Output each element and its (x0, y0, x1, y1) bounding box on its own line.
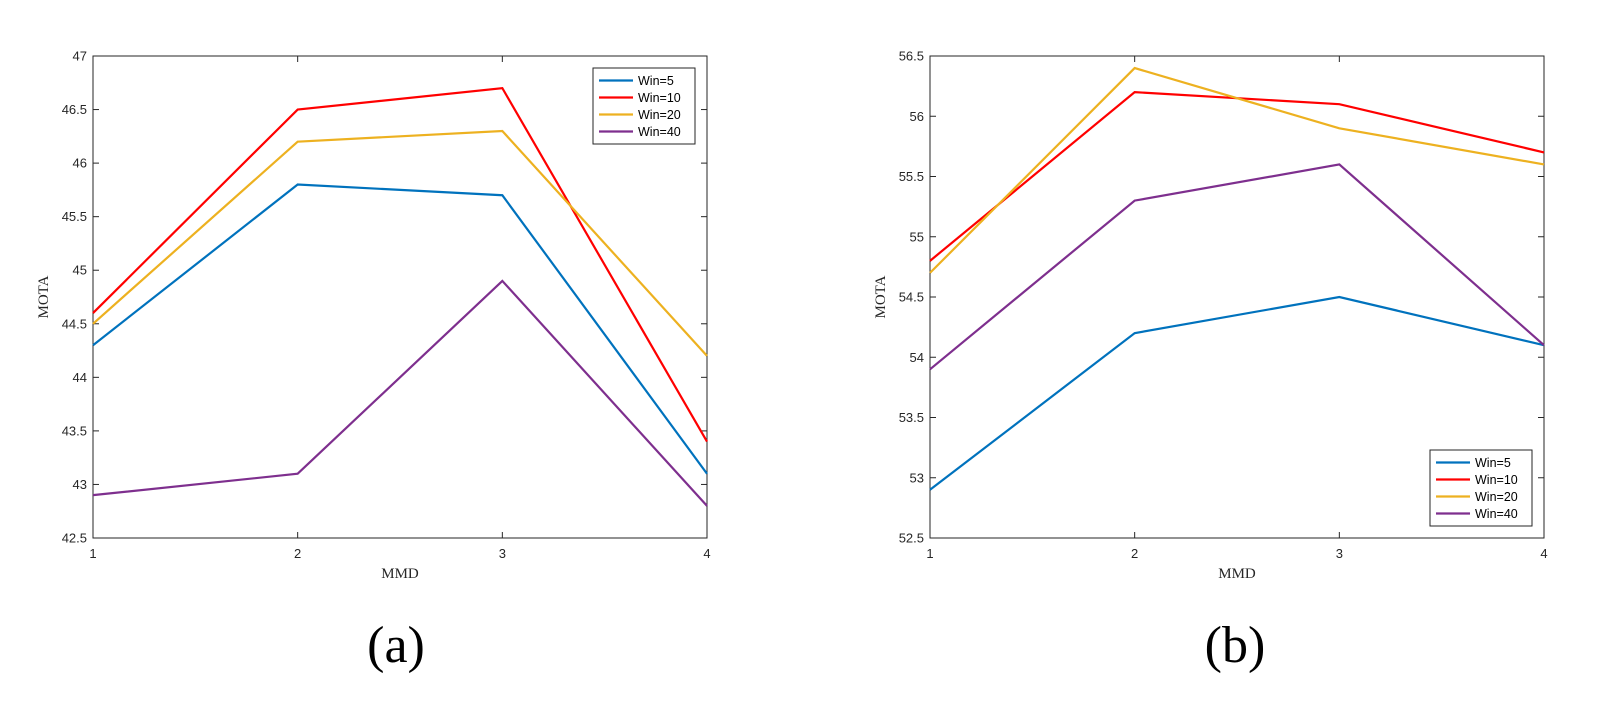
series-line-win-10 (92, 86, 708, 443)
y-tick-label: 43.5 (62, 423, 87, 438)
y-tick-label: 53 (910, 470, 924, 485)
y-tick-label: 54 (910, 350, 924, 365)
y-tick-label: 53.5 (899, 410, 924, 425)
y-tick-label: 55 (910, 229, 924, 244)
y-tick-label: 47 (73, 49, 87, 64)
x-axis-title: MMD (381, 566, 419, 582)
legend-label: Win=20 (1475, 490, 1518, 504)
x-tick-label: 2 (1131, 546, 1138, 561)
plot-frame (92, 55, 708, 539)
series-line-win-10 (929, 91, 1545, 262)
chart-a: 1 2 3 4 42.5 43 43.5 44 44.5 45 45.5 46 46.5 47 MMD MOT… (36, 49, 711, 583)
legend: Win=5 Win=10 Win=20 Win=40 (592, 67, 696, 145)
series-line-win-40 (929, 163, 1545, 371)
series-line-win-20 (92, 129, 708, 357)
x-tick-label: 4 (703, 546, 710, 561)
legend-label: Win=5 (638, 74, 674, 88)
series-line-win-40 (92, 279, 708, 507)
y-axis-title: MOTA (873, 275, 889, 318)
x-tick-label: 1 (89, 546, 96, 561)
x-tick-label: 4 (1540, 546, 1547, 561)
y-tick-label: 44.5 (62, 316, 87, 331)
legend: Win=5 Win=10 Win=20 Win=40 (1429, 449, 1533, 527)
x-tick-label: 2 (294, 546, 301, 561)
y-tick-label: 42.5 (62, 531, 87, 546)
y-tick-label: 56.5 (899, 49, 924, 64)
legend-label: Win=40 (1475, 507, 1518, 521)
y-axis-title: MOTA (36, 275, 52, 318)
y-tick-label: 52.5 (899, 531, 924, 546)
y-tick-label: 54.5 (899, 290, 924, 305)
series-line-win-5 (929, 295, 1545, 491)
series-line-win-5 (92, 183, 708, 475)
y-tick-label: 46 (73, 156, 87, 171)
legend-label: Win=20 (638, 108, 681, 122)
caption-b: (b) (1205, 617, 1266, 674)
series-line-win-20 (929, 66, 1545, 274)
x-tick-label: 3 (499, 546, 506, 561)
legend-label: Win=10 (1475, 473, 1518, 487)
legend-label: Win=40 (638, 125, 681, 139)
y-tick-label: 56 (910, 109, 924, 124)
y-tick-label: 46.5 (62, 102, 87, 117)
legend-label: Win=10 (638, 91, 681, 105)
caption-a: (a) (367, 617, 425, 674)
chart-b: 1 2 3 4 52.5 53 53.5 54 54.5 55 55.5 56 56.5 MMD MOTA W… (873, 49, 1548, 583)
y-tick-label: 45.5 (62, 209, 87, 224)
x-tick-label: 1 (926, 546, 933, 561)
x-tick-label: 3 (1336, 546, 1343, 561)
y-tick-label: 44 (73, 370, 87, 385)
y-tick-label: 43 (73, 477, 87, 492)
y-tick-label: 45 (73, 263, 87, 278)
x-axis-title: MMD (1218, 566, 1256, 582)
legend-label: Win=5 (1475, 456, 1511, 470)
y-tick-label: 55.5 (899, 169, 924, 184)
